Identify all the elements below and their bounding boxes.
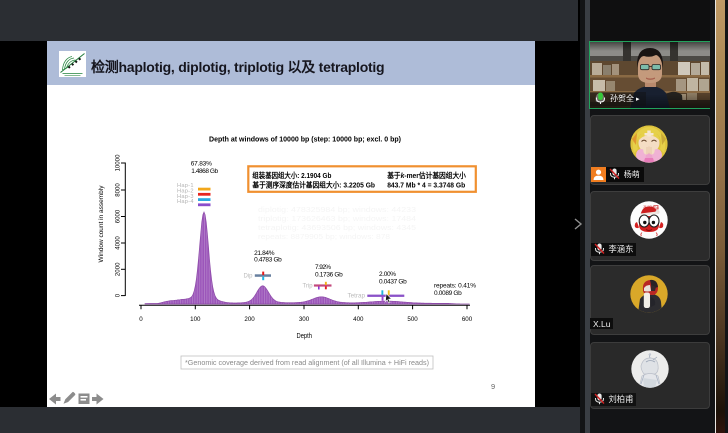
svg-text:2000: 2000	[115, 262, 122, 276]
svg-text:0.0437 Gb: 0.0437 Gb	[379, 279, 407, 286]
svg-text:Trip: Trip	[303, 283, 313, 290]
svg-text:200: 200	[244, 316, 255, 323]
svg-text:0.1736 Gb: 0.1736 Gb	[315, 271, 343, 278]
svg-text:triplotig: 173626463 bp; windo: triplotig: 173626463 bp; windows: 17484	[258, 216, 416, 223]
svg-text:1.4868 Gb: 1.4868 Gb	[191, 168, 218, 175]
svg-text:Hap-2: Hap-2	[177, 189, 194, 195]
svg-text:0: 0	[115, 293, 122, 297]
svg-text:2.00%: 2.00%	[379, 271, 396, 278]
svg-text:10000: 10000	[115, 154, 122, 172]
svg-text:diplotig: 478325984 bp; window: diplotig: 478325984 bp; windows: 44233	[258, 207, 416, 214]
svg-text:repeats: 8879905 bp; windows:: repeats: 8879905 bp; windows: 878	[258, 234, 390, 241]
svg-text:基于k-mer估计基因组大小: 基于k-mer估计基因组大小	[386, 171, 466, 180]
svg-text:6000: 6000	[115, 209, 122, 223]
svg-text:300: 300	[299, 316, 310, 323]
svg-text:Hap-4: Hap-4	[177, 199, 194, 205]
svg-text:Window count in assembly: Window count in assembly	[98, 185, 105, 263]
svg-text:tetraplotig: 43693506 bp; wind: tetraplotig: 43693506 bp; windows: 4345	[258, 225, 416, 232]
svg-text:21.84%: 21.84%	[254, 250, 275, 257]
svg-text:400: 400	[353, 316, 364, 323]
svg-text:500: 500	[407, 316, 418, 323]
svg-text:Depth at windows of 10000 bp (: Depth at windows of 10000 bp (step: 1000…	[209, 135, 401, 144]
svg-text:Hap-3: Hap-3	[177, 194, 194, 200]
svg-text:0.0089 Gb: 0.0089 Gb	[434, 290, 462, 297]
svg-text:4000: 4000	[115, 236, 122, 250]
svg-text:Tetrap: Tetrap	[348, 293, 366, 300]
svg-text:Depth: Depth	[297, 331, 313, 340]
svg-text:843.7 Mb * 4 = 3.3748 Gb: 843.7 Mb * 4 = 3.3748 Gb	[387, 181, 465, 190]
svg-text:Hap-1: Hap-1	[177, 183, 194, 189]
svg-text:基于测序深度估计基因组大小: 3.2205 Gb: 基于测序深度估计基因组大小: 3.2205 Gb	[251, 181, 375, 190]
svg-text:9: 9	[491, 382, 495, 391]
svg-text:*Genomic coverage derived from: *Genomic coverage derived from read alig…	[185, 360, 429, 367]
svg-text:67.83%: 67.83%	[191, 161, 212, 168]
svg-text:组装基因组大小: 2.1904 Gb: 组装基因组大小: 2.1904 Gb	[252, 171, 331, 180]
svg-text:600: 600	[462, 316, 473, 323]
svg-text:0: 0	[139, 316, 143, 323]
svg-text:Dip: Dip	[244, 273, 253, 280]
svg-text:8000: 8000	[115, 183, 122, 197]
svg-text:repeats: 0.41%: repeats: 0.41%	[434, 283, 476, 290]
svg-text:7.92%: 7.92%	[315, 264, 331, 271]
svg-text:100: 100	[190, 316, 201, 323]
svg-text:0.4783 Gb: 0.4783 Gb	[254, 257, 282, 264]
